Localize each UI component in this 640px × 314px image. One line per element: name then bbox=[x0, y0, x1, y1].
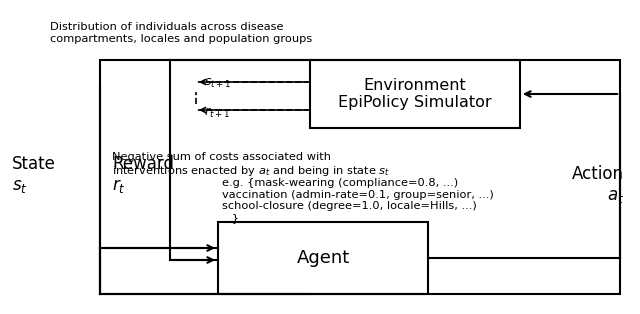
Text: Distribution of individuals across disease
compartments, locales and population : Distribution of individuals across disea… bbox=[50, 22, 312, 44]
Text: Action
$a_t$: Action $a_t$ bbox=[572, 165, 624, 205]
Text: $r_{t+1}$: $r_{t+1}$ bbox=[204, 106, 230, 120]
Text: Reward
$r_t$: Reward $r_t$ bbox=[112, 155, 174, 195]
Bar bbox=[218, 222, 428, 294]
Text: Negative sum of costs associated with
interventions enacted by $a_t$ and being i: Negative sum of costs associated with in… bbox=[112, 152, 390, 178]
Text: e.g. {mask-wearing (compliance=0.8, ...)
vaccination (admin-rate=0.1, group=seni: e.g. {mask-wearing (compliance=0.8, ...)… bbox=[222, 178, 493, 223]
Text: $s_{t+1}$: $s_{t+1}$ bbox=[204, 76, 232, 89]
Text: State
$s_t$: State $s_t$ bbox=[12, 155, 56, 195]
Text: Environment
EpiPolicy Simulator: Environment EpiPolicy Simulator bbox=[338, 78, 492, 110]
Bar bbox=[310, 60, 520, 128]
Bar bbox=[100, 60, 620, 294]
Text: Agent: Agent bbox=[296, 249, 349, 267]
